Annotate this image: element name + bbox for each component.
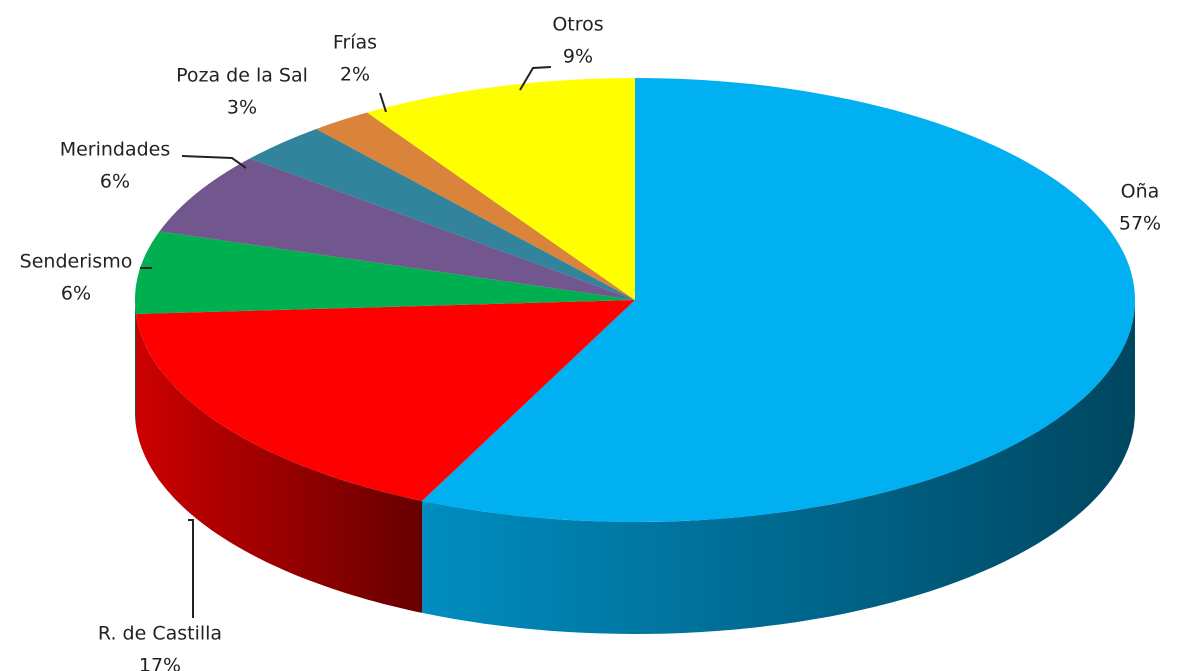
value-label: 17% xyxy=(139,655,181,671)
slice xyxy=(135,231,635,314)
slice-side xyxy=(136,313,423,613)
leader-line xyxy=(519,66,552,91)
category-label: Oña xyxy=(1121,181,1160,203)
slice xyxy=(316,112,635,300)
category-label: R. de Castilla xyxy=(98,623,222,645)
value-label: 6% xyxy=(100,171,130,193)
slice-side xyxy=(422,300,1136,634)
category-label: Otros xyxy=(552,14,603,36)
slice-side xyxy=(135,300,136,426)
value-label: 57% xyxy=(1119,213,1161,235)
category-label: Senderismo xyxy=(20,251,133,273)
slice xyxy=(159,158,635,300)
slice xyxy=(422,78,1135,522)
value-label: 6% xyxy=(61,283,91,305)
category-label: Poza de la Sal xyxy=(176,65,308,87)
pie-tops xyxy=(135,78,1135,522)
leader-line xyxy=(188,519,194,618)
value-label: 9% xyxy=(563,46,593,68)
leader-line xyxy=(181,155,247,169)
pie-sides xyxy=(135,300,1136,634)
category-label: Frías xyxy=(333,32,377,54)
slice xyxy=(135,300,635,501)
value-label: 2% xyxy=(340,64,370,86)
value-label: 3% xyxy=(227,97,257,119)
labels: Oña 57% R. de Castilla 17% Senderismo 6% Merin… xyxy=(20,14,1161,671)
slice xyxy=(367,78,635,300)
category-label: Merindades xyxy=(60,139,171,161)
slice xyxy=(249,128,635,300)
leader-line xyxy=(379,92,387,113)
